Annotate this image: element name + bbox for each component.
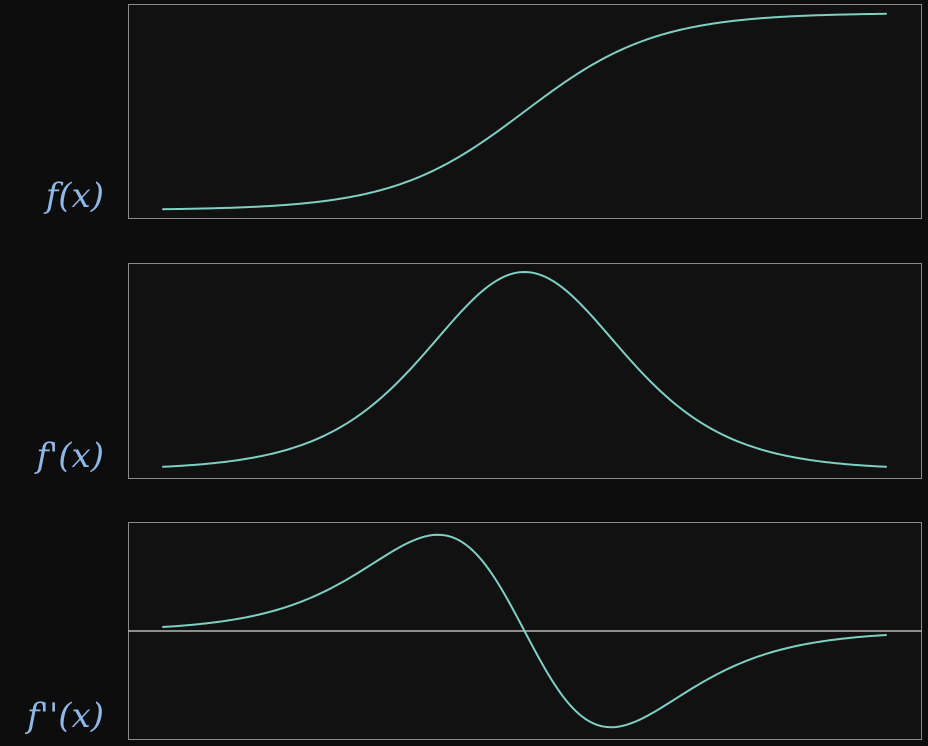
curve-f-prime (162, 271, 887, 468)
panel-f: f(x) (43, 4, 922, 219)
curve-f (162, 12, 887, 211)
panel-f-prime-frame (128, 263, 922, 479)
curve-f-double-prime (162, 533, 887, 729)
ylabel-f-prime: f'(x) (33, 436, 104, 476)
ylabel-f-double-prime: f''(x) (24, 696, 104, 736)
panel-f-prime: f'(x) (33, 263, 922, 479)
panel-f-double-prime: f''(x) (24, 522, 922, 740)
ylabel-f: f(x) (43, 176, 104, 216)
